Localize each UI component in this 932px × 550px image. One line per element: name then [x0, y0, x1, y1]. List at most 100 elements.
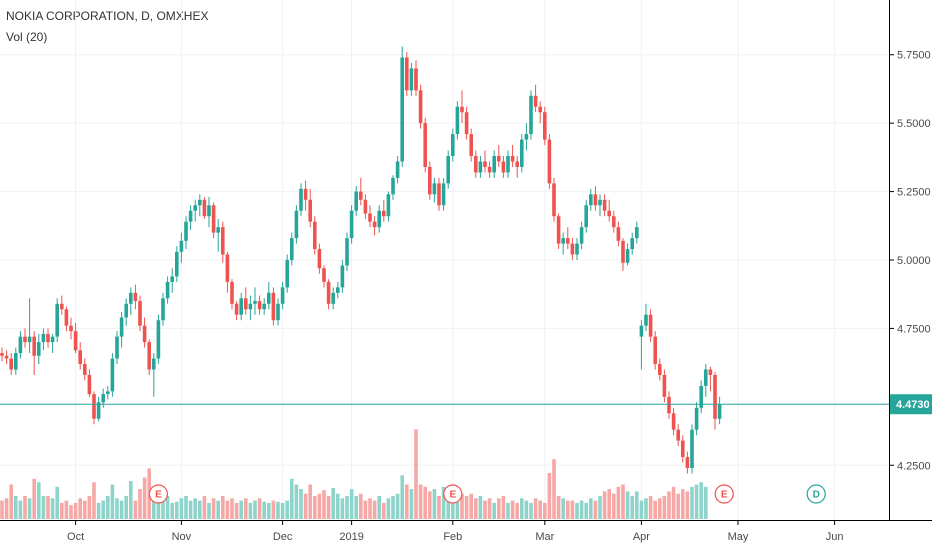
volume-bar: [658, 498, 662, 519]
candle-body: [451, 134, 455, 156]
candle-body: [635, 227, 639, 239]
candle-body: [676, 429, 680, 441]
candle-body: [492, 156, 496, 173]
volume-bar: [207, 502, 211, 519]
candle-body: [612, 216, 616, 228]
candle-body: [520, 139, 524, 167]
volume-bar: [211, 498, 216, 519]
volume-bar: [142, 477, 147, 519]
volume-bar: [685, 491, 690, 519]
candle-body: [124, 303, 128, 318]
volume-bar: [234, 502, 239, 519]
candle-body: [547, 139, 552, 184]
volume-bar: [64, 500, 69, 519]
candle-body: [538, 106, 542, 113]
volume-bar: [446, 496, 450, 519]
candle-body: [294, 210, 299, 239]
volume-bar: [395, 493, 400, 519]
candle-body: [9, 358, 13, 370]
candle-body: [607, 210, 611, 217]
volume-bar: [60, 502, 64, 519]
candle-body: [584, 205, 588, 228]
volume-bar: [294, 484, 299, 519]
event-marker-label: E: [155, 490, 162, 501]
candle-body: [225, 254, 230, 282]
volume-bar: [441, 486, 446, 519]
volume-bar: [639, 500, 644, 519]
candle-body: [602, 199, 607, 211]
candle-body: [73, 331, 78, 351]
volume-bar: [533, 498, 538, 519]
candle-body: [193, 205, 197, 211]
candle-body: [234, 303, 239, 315]
volume-bar: [602, 491, 607, 519]
earnings-marker: [443, 484, 463, 504]
volume-bar: [464, 496, 469, 519]
time-axis-label: Feb: [443, 531, 462, 543]
candle-body: [303, 188, 308, 200]
candle-body: [106, 391, 110, 395]
candle-body: [418, 90, 423, 124]
volume-bar: [570, 500, 575, 519]
volume-bar: [267, 502, 271, 519]
volume-bar: [115, 498, 119, 519]
candle-body: [616, 227, 621, 241]
candle-body: [667, 396, 671, 414]
candle-body: [713, 374, 717, 419]
volume-bar: [179, 498, 184, 519]
candle-body: [285, 260, 289, 288]
candle-body: [506, 156, 510, 173]
volume-bar: [0, 500, 4, 519]
volume-bar: [414, 429, 418, 519]
candle-body: [395, 161, 400, 178]
candle-body: [455, 106, 460, 135]
volume-bar: [704, 486, 708, 519]
candle-body: [570, 243, 575, 255]
price-axis-label: 4.7500: [897, 323, 931, 335]
volume-bar: [175, 501, 179, 519]
volume-bar: [124, 496, 128, 519]
candle-body: [529, 95, 533, 135]
volume-bar: [671, 486, 676, 519]
candle-body: [276, 303, 280, 321]
volume-bar: [612, 493, 616, 519]
time-axis-label: May: [728, 531, 749, 543]
volume-bar: [492, 502, 496, 519]
volume-bar: [515, 502, 519, 519]
volume-bar: [575, 502, 579, 519]
volume-bar: [69, 505, 73, 519]
candle-body: [561, 238, 565, 244]
candle-body: [129, 292, 133, 304]
candle-body: [556, 216, 561, 244]
candle-body: [152, 358, 156, 370]
volume-bar: [9, 484, 13, 519]
candle-body: [299, 188, 303, 211]
candle-body: [211, 205, 216, 233]
candle-body: [4, 355, 9, 359]
candle-body: [391, 177, 395, 195]
candle-body: [184, 221, 188, 241]
volume-bar: [552, 459, 556, 519]
candle-body: [244, 298, 248, 310]
volume-bar: [303, 493, 308, 519]
candle-body: [474, 156, 478, 173]
candle-body: [653, 336, 657, 364]
candle-body: [308, 199, 312, 222]
price-axis-label: 5.7500: [897, 50, 931, 62]
volume-bar: [469, 493, 473, 519]
time-axis-label: Dec: [273, 531, 293, 543]
volume-bar: [165, 496, 170, 519]
candle-body: [515, 161, 519, 167]
volume-bar: [377, 496, 381, 519]
candle-body: [363, 199, 368, 214]
volume-bar: [73, 502, 78, 519]
candle-body: [248, 303, 253, 310]
volume-bar: [37, 482, 41, 519]
volume-bar: [648, 496, 653, 519]
candle-body: [428, 166, 432, 195]
volume-bar: [368, 498, 372, 519]
time-axis-label: Apr: [633, 531, 650, 543]
volume-bar: [483, 500, 487, 519]
volume-bar: [225, 500, 230, 519]
